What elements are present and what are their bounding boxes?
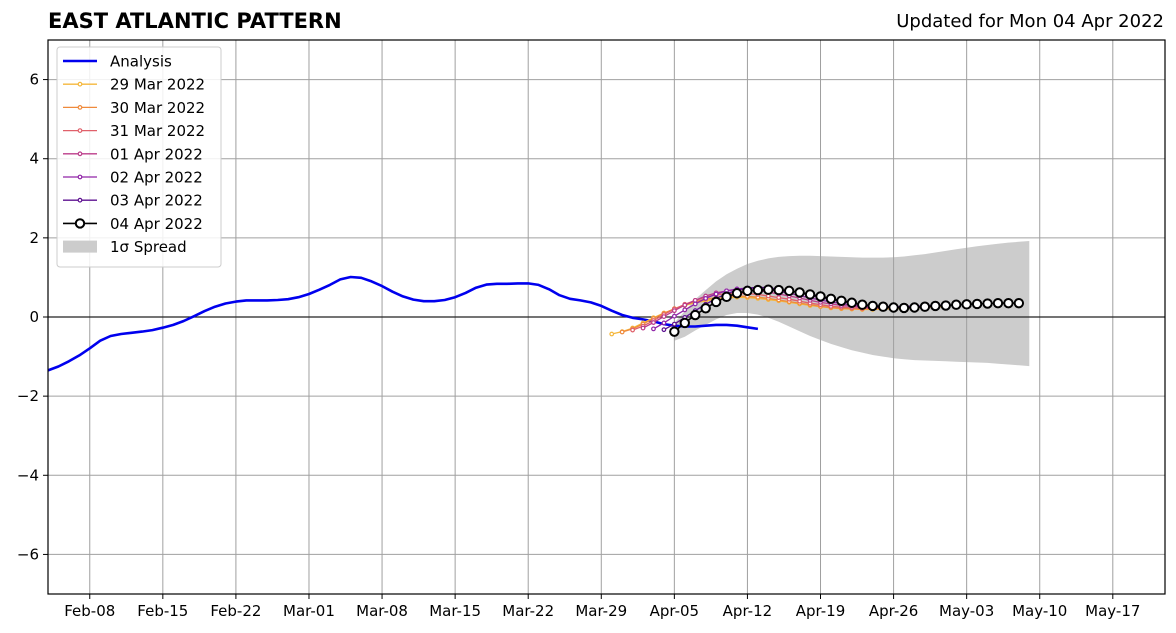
forecast-point <box>763 284 774 295</box>
x-tick-label: Apr-12 <box>723 602 773 620</box>
legend-forecast-marker <box>77 81 83 87</box>
legend-forecast-marker <box>77 197 83 203</box>
legend-label: 04 Apr 2022 <box>110 215 203 233</box>
legend-forecast-marker <box>77 104 83 110</box>
x-tick-label: Mar-08 <box>356 602 408 620</box>
forecast-point <box>619 329 625 335</box>
forecast-point <box>1013 297 1025 309</box>
axes-layer: Feb-08 Feb-15 Feb-22 Mar-01 Mar-08 Mar-15 Mar-… <box>17 71 1141 620</box>
forecast-point <box>700 303 711 314</box>
y-tick-label: 4 <box>29 150 39 168</box>
forecast-point <box>846 297 858 308</box>
y-tick-label: 2 <box>29 229 39 247</box>
x-tick-label: Mar-29 <box>575 602 627 620</box>
forecast-point <box>867 300 878 312</box>
forecast-point <box>651 320 656 325</box>
x-tick-label: Feb-08 <box>64 602 115 620</box>
analysis-line <box>47 275 759 372</box>
forecast-point <box>682 307 688 313</box>
forecast-point <box>690 309 701 321</box>
forecast-point <box>661 314 667 320</box>
forecast-point <box>671 321 677 327</box>
forecast-point <box>794 287 805 298</box>
forecast-point <box>703 296 709 301</box>
legend-label: 1σ Spread <box>110 238 187 256</box>
forecast-point <box>609 331 615 337</box>
forecast-point <box>742 285 753 297</box>
forecast-line <box>673 288 1019 333</box>
forecast-point <box>888 302 899 313</box>
forecast-point <box>909 302 920 313</box>
forecast-point <box>773 284 784 296</box>
forecast-point <box>671 313 677 319</box>
forecast-point <box>930 300 941 312</box>
forecast-point <box>710 296 722 308</box>
x-tick-label: Apr-26 <box>869 602 919 620</box>
series-layer <box>47 275 1025 372</box>
forecast-point <box>992 297 1004 309</box>
legend: Analysis 29 Mar 2022 30 Mar 2022 31 Mar 202… <box>56 46 222 268</box>
forecast-point <box>836 295 847 306</box>
legend-forecast-marker <box>77 128 83 134</box>
legend-label: 29 Mar 2022 <box>110 76 205 94</box>
legend-label: 02 Apr 2022 <box>110 169 203 187</box>
forecast-point <box>961 299 972 310</box>
forecast-point <box>682 302 688 308</box>
legend-label: 30 Mar 2022 <box>110 99 205 117</box>
forecast-point <box>661 327 667 333</box>
x-tick-label: Feb-15 <box>137 602 188 620</box>
x-tick-label: Mar-22 <box>502 602 554 620</box>
x-tick-label: May-03 <box>939 602 994 620</box>
forecast-point <box>825 293 837 304</box>
forecast-point <box>982 298 993 309</box>
forecast-point <box>898 302 910 314</box>
forecast-point <box>692 301 698 307</box>
forecast-point <box>669 326 680 337</box>
forecast-point <box>857 299 868 310</box>
x-tick-label: Mar-01 <box>283 602 335 620</box>
x-tick-label: May-17 <box>1085 602 1140 620</box>
x-tick-label: Mar-15 <box>429 602 481 620</box>
y-tick-label: −4 <box>17 466 39 484</box>
forecast-point <box>815 291 826 302</box>
chart-title: EAST ATLANTIC PATTERN <box>48 9 342 33</box>
y-tick-label: 0 <box>29 308 39 326</box>
forecast-point <box>640 325 646 331</box>
legend-label: 03 Apr 2022 <box>110 192 203 210</box>
x-tick-label: May-10 <box>1012 602 1067 620</box>
forecast-point <box>919 301 931 312</box>
legend-label: Analysis <box>110 53 172 71</box>
chart-subtitle: Updated for Mon 04 Apr 2022 <box>896 11 1164 32</box>
forecast-point <box>877 301 889 312</box>
forecast-point <box>651 326 656 332</box>
legend-forecast-marker <box>77 151 83 157</box>
x-tick-label: Feb-22 <box>210 602 261 620</box>
forecast-point <box>951 299 962 310</box>
legend-label: 01 Apr 2022 <box>110 145 203 163</box>
forecast-point <box>752 284 764 296</box>
forecast-point <box>679 317 690 329</box>
forecast-point <box>731 288 743 299</box>
forecast-point <box>713 291 719 297</box>
forecast-point <box>630 327 635 333</box>
y-tick-label: 6 <box>29 71 39 89</box>
forecast-point <box>1003 297 1014 309</box>
y-tick-label: −2 <box>17 387 39 405</box>
forecast-point <box>783 285 795 297</box>
legend-box <box>56 46 222 268</box>
legend-spread-swatch <box>63 240 97 253</box>
forecast-point <box>940 300 951 311</box>
legend-forecast-marker <box>77 174 83 180</box>
y-tick-label: −6 <box>17 545 39 563</box>
x-tick-label: Apr-05 <box>650 602 700 620</box>
forecast-point <box>661 320 667 326</box>
forecast-point <box>671 308 677 314</box>
legend-label: 31 Mar 2022 <box>110 122 205 140</box>
forecast-point <box>721 291 732 303</box>
legend-forecast-marker <box>74 218 86 229</box>
forecast-point <box>804 289 816 300</box>
forecast-point <box>971 298 983 310</box>
x-tick-label: Apr-19 <box>796 602 846 620</box>
